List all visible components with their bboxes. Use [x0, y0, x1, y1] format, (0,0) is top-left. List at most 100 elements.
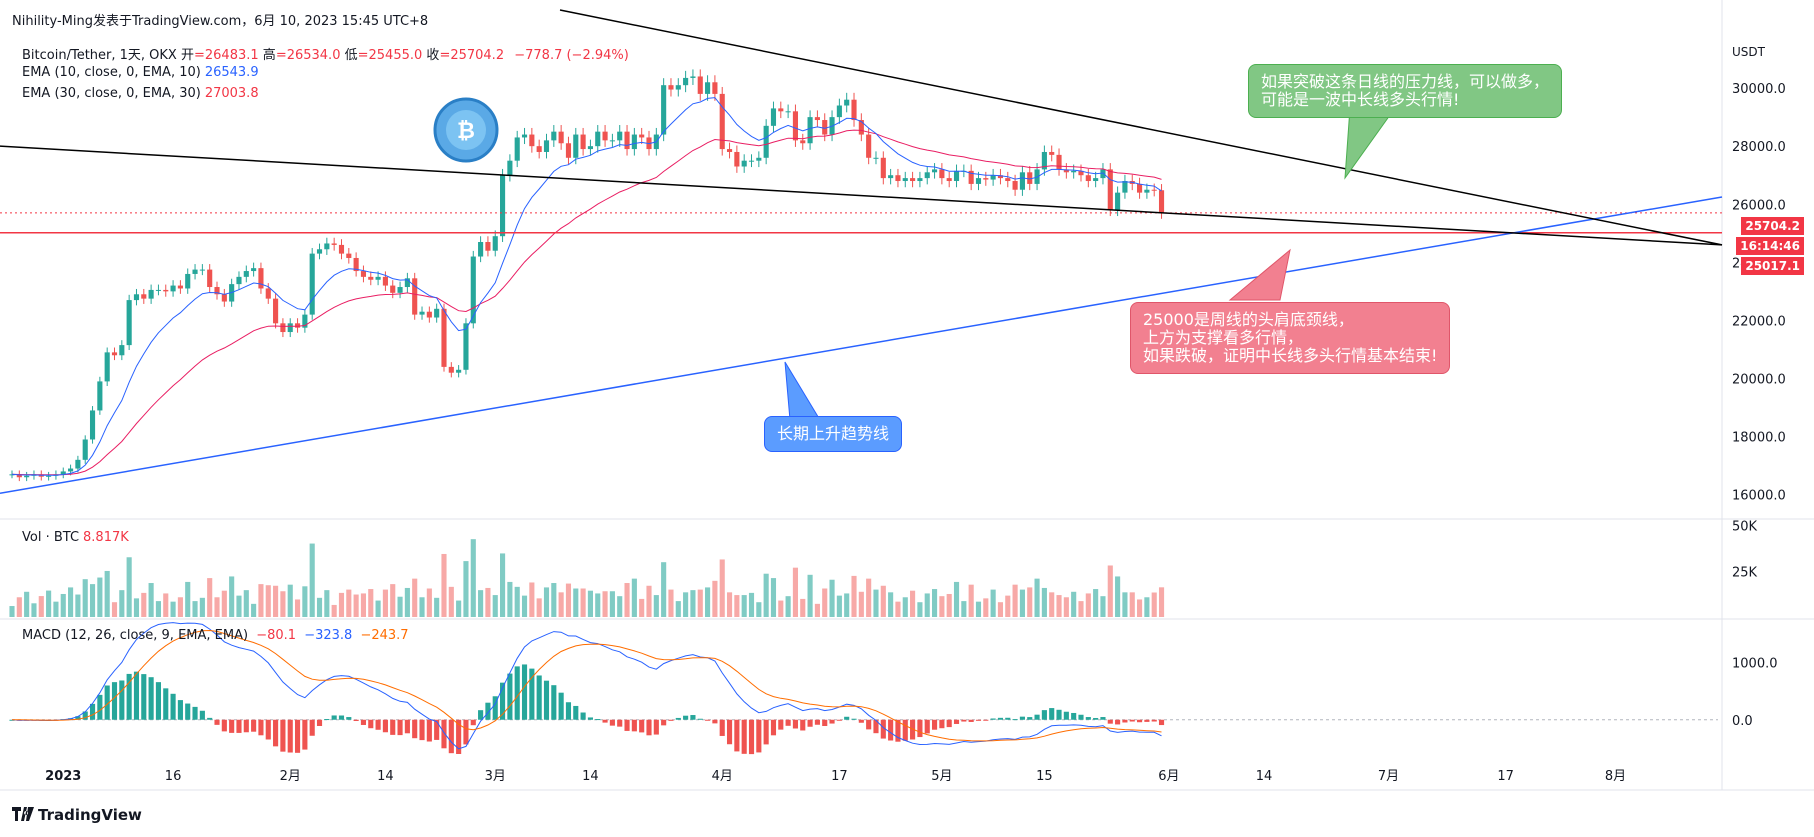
candle-body	[514, 137, 520, 161]
candle-body	[287, 323, 293, 333]
volume-bar	[1129, 592, 1135, 617]
macd-hist-bar	[536, 675, 542, 720]
candle-body	[683, 77, 689, 86]
volume-bar	[1122, 592, 1128, 617]
volume-bar	[119, 590, 125, 617]
macd-hist-bar	[463, 719, 469, 745]
macd-hist-bar	[243, 719, 249, 733]
macd-hist-bar	[1093, 717, 1099, 720]
candle-body	[1012, 181, 1018, 190]
candle-body	[1115, 192, 1121, 211]
candle-body	[990, 175, 996, 180]
volume-bar	[726, 592, 733, 617]
macd-hist-bar	[902, 719, 908, 741]
volume-bar	[558, 592, 564, 617]
macd-hist-bar	[1151, 719, 1157, 722]
volume-bar	[294, 599, 301, 617]
volume-bar	[375, 600, 381, 617]
candle-body	[507, 160, 513, 176]
uptrend-line	[0, 196, 1723, 494]
volume-bar	[1085, 593, 1091, 617]
time-tick-7: 17	[831, 769, 848, 784]
volume-bar	[683, 592, 689, 617]
candle-body	[639, 134, 645, 138]
volume-bar	[924, 593, 930, 617]
volume-bar	[866, 578, 872, 617]
candle-body	[543, 140, 550, 152]
time-tick-4: 3月	[485, 769, 506, 784]
volume-bar	[163, 593, 169, 617]
low-value: =25455.0	[357, 48, 423, 63]
macd-hist-bar	[485, 702, 491, 720]
macd-hist-bar	[624, 719, 630, 731]
time-tick-14: 8月	[1605, 769, 1626, 784]
candle-body	[9, 474, 15, 476]
macd-hist-bar	[888, 719, 894, 741]
macd-hist-bar	[353, 719, 359, 722]
candle-body	[470, 256, 476, 324]
macd-hist-bar	[170, 693, 176, 720]
candle-body	[46, 475, 52, 477]
macd-hist-bar	[880, 719, 886, 739]
volume-bar	[1019, 589, 1025, 617]
volume-bar	[507, 581, 513, 617]
candle-body	[82, 439, 88, 460]
candle-body	[192, 269, 198, 274]
volume-label: Vol · BTC	[22, 530, 80, 545]
open-value: =26483.1	[194, 48, 259, 63]
volume-bar	[148, 583, 154, 617]
candle-body	[104, 352, 110, 382]
candle-body	[844, 99, 850, 106]
macd-hist-bar	[580, 712, 586, 720]
candle-body	[858, 120, 864, 135]
candle-body	[155, 289, 162, 291]
candle-body	[302, 314, 308, 328]
macd-hist-bar	[924, 719, 930, 734]
macd-hist-bar	[946, 719, 952, 728]
volume-bar	[382, 589, 388, 617]
candle-body	[946, 178, 952, 182]
candle-body	[316, 249, 323, 254]
candle-body	[997, 175, 1004, 179]
volume-bar	[543, 587, 550, 617]
candle-body	[111, 352, 118, 356]
candle-body	[346, 253, 352, 258]
callout-neckline-line-1: 25000是周线的头肩底颈线，	[1143, 310, 1354, 329]
tradingview-brand[interactable]: TradingView	[12, 806, 142, 824]
macd-hist-bar	[1041, 710, 1047, 720]
candle-body	[1158, 190, 1165, 213]
candles-group	[9, 69, 1165, 482]
candle-body	[448, 366, 454, 373]
macd-hist-bar	[705, 719, 711, 721]
macd-hist-bar	[375, 719, 381, 730]
macd-hist-bar	[221, 719, 227, 732]
candle-body	[243, 271, 249, 277]
macd-hist-bar	[251, 719, 257, 732]
volume-bar	[89, 584, 96, 617]
macd-hist-bar	[573, 705, 579, 720]
macd-hist-bar	[441, 719, 447, 749]
symbol-legend: Bitcoin/Tether, 1天, OKX 开=26483.1 高=2653…	[22, 44, 629, 63]
volume-bar	[368, 589, 374, 617]
volume-bar	[609, 591, 615, 617]
close-label: 收	[426, 48, 440, 63]
candle-body	[690, 76, 696, 78]
macd-tick-1: 0.0	[1732, 714, 1753, 729]
macd-hist-bar	[770, 719, 777, 736]
macd-hist-bar	[858, 719, 864, 723]
volume-bar	[258, 584, 264, 617]
macd-signal-value: −243.7	[360, 628, 409, 643]
macd-hist-bar	[126, 673, 132, 720]
candle-body	[792, 111, 799, 141]
volume-bar	[1144, 597, 1150, 617]
candle-body	[617, 131, 623, 141]
volume-bar	[939, 596, 945, 617]
candle-body	[741, 160, 747, 167]
volume-bar	[902, 597, 908, 617]
volume-bar	[521, 595, 528, 617]
volume-bar	[316, 597, 323, 617]
macd-hist-bar	[1100, 717, 1106, 720]
volume-bar	[324, 590, 330, 617]
macd-hist-bar	[324, 719, 330, 721]
